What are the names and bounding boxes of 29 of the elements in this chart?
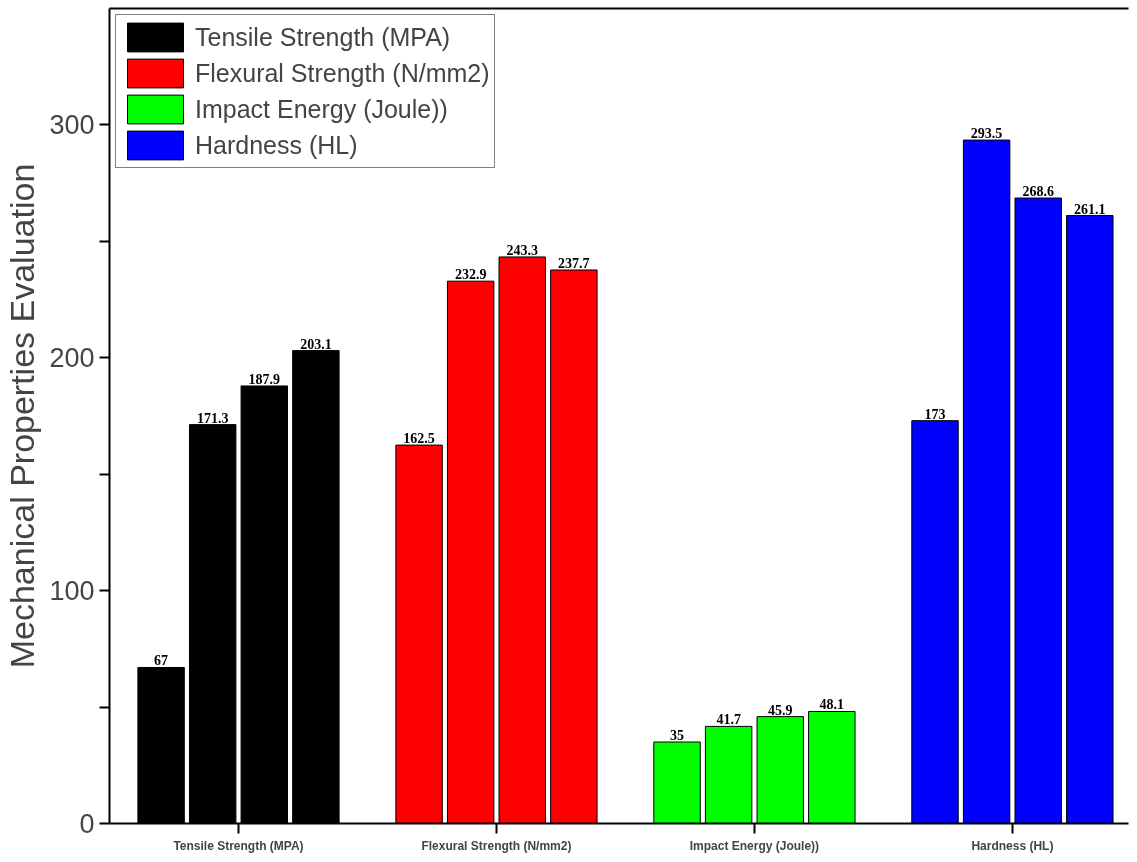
data-label: 293.5 [970, 126, 1003, 142]
legend-label: Hardness (HL) [195, 129, 358, 161]
data-label: 237.7 [558, 256, 590, 271]
data-label: 41.7 [716, 712, 741, 728]
x-tick-label: Flexural Strength (N/mm2) [421, 838, 572, 853]
data-label: 67 [154, 653, 169, 669]
data-label: 261.1 [1074, 201, 1106, 217]
data-label: 243.3 [506, 242, 539, 258]
data-label: 162.5 [403, 431, 435, 447]
x-tick-label: Impact Energy (Joule)) [689, 838, 820, 853]
y-tick-label: 200 [49, 343, 95, 374]
y-tick-label: 100 [49, 576, 95, 607]
legend-label: Tensile Strength (MPA) [195, 21, 451, 53]
x-tick-label: Tensile Strength (MPA) [173, 838, 304, 853]
data-label: 48.1 [819, 697, 845, 713]
legend-label: Impact Energy (Joule)) [195, 93, 448, 125]
data-label: 268.6 [1022, 184, 1054, 200]
data-label: 35 [670, 728, 685, 743]
data-label: 45.9 [767, 702, 793, 718]
y-axis-title: Mechanical Properties Evaluation [3, 163, 42, 669]
data-label: 171.3 [196, 410, 229, 426]
data-label: 187.9 [248, 371, 281, 387]
legend-label: Flexural Strength (N/mm2) [195, 57, 490, 89]
data-label: 173 [924, 406, 946, 422]
y-tick-label: 300 [49, 110, 95, 141]
y-tick-label: 0 [79, 809, 95, 839]
data-label: 232.9 [454, 267, 487, 283]
data-label: 203.1 [300, 336, 332, 352]
x-tick-label: Hardness (HL) [971, 838, 1054, 853]
